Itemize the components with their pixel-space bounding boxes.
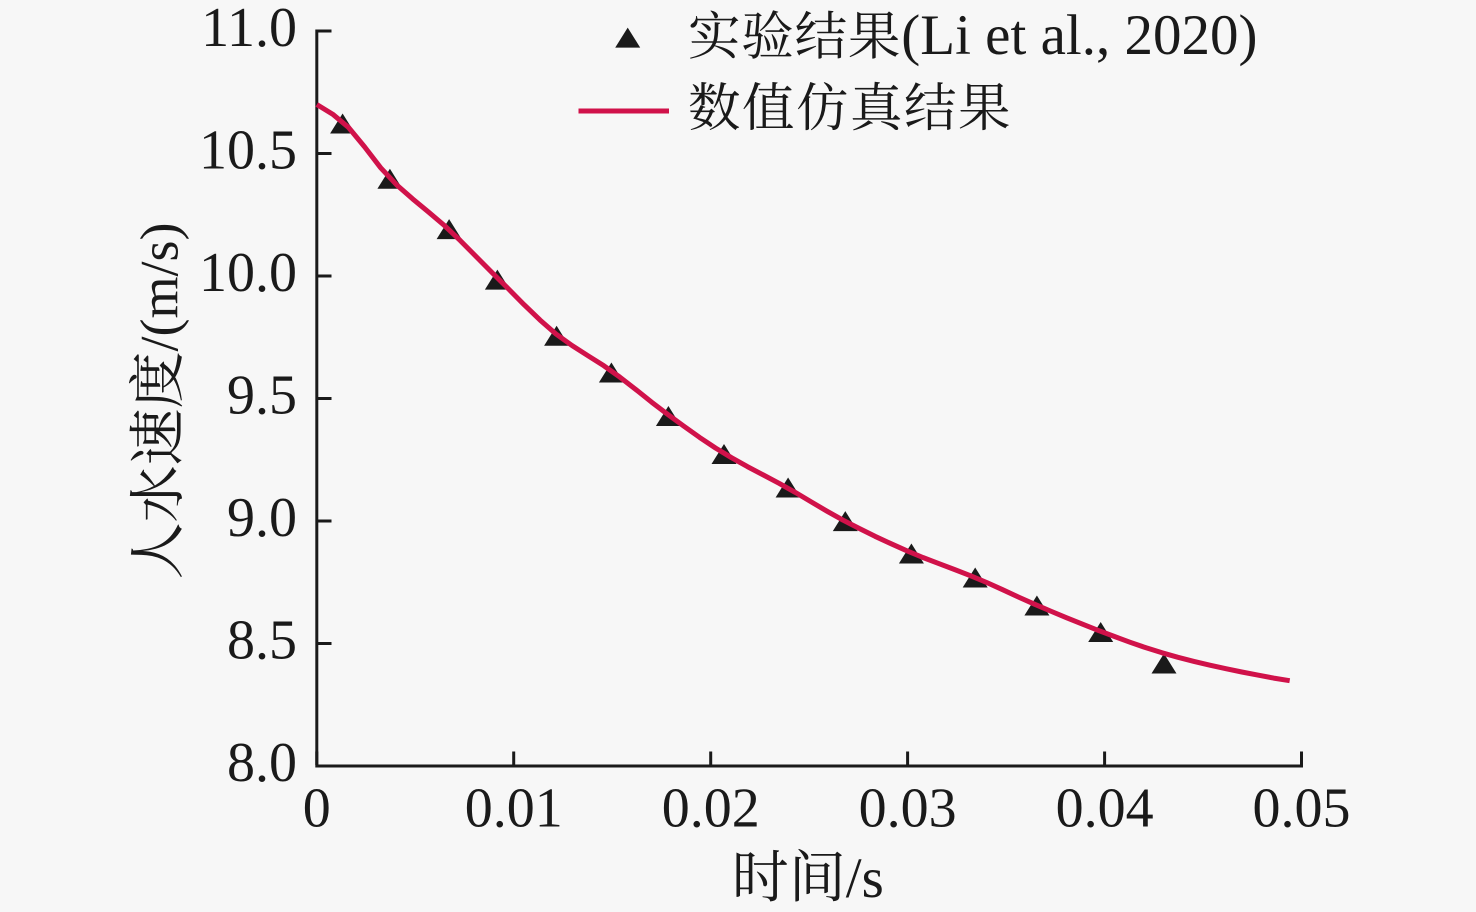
svg-text:9.5: 9.5 [227,365,297,427]
svg-text:0.05: 0.05 [1253,778,1351,840]
svg-text:0.02: 0.02 [662,778,760,840]
svg-text:/s: /s [846,847,884,910]
svg-text:(Li et al., 2020): (Li et al., 2020) [901,4,1257,67]
svg-text:/(m/s): /(m/s) [130,223,190,352]
svg-text:11.0: 11.0 [201,0,297,59]
svg-text:8.0: 8.0 [227,732,297,794]
svg-text:10.0: 10.0 [199,242,297,304]
svg-text:0.03: 0.03 [859,778,957,840]
svg-text:0.04: 0.04 [1056,778,1154,840]
svg-text:0.01: 0.01 [465,778,563,840]
svg-text:0: 0 [303,778,331,840]
svg-text:8.5: 8.5 [227,610,297,672]
svg-text:10.5: 10.5 [199,120,297,182]
svg-text:9.0: 9.0 [227,487,297,549]
